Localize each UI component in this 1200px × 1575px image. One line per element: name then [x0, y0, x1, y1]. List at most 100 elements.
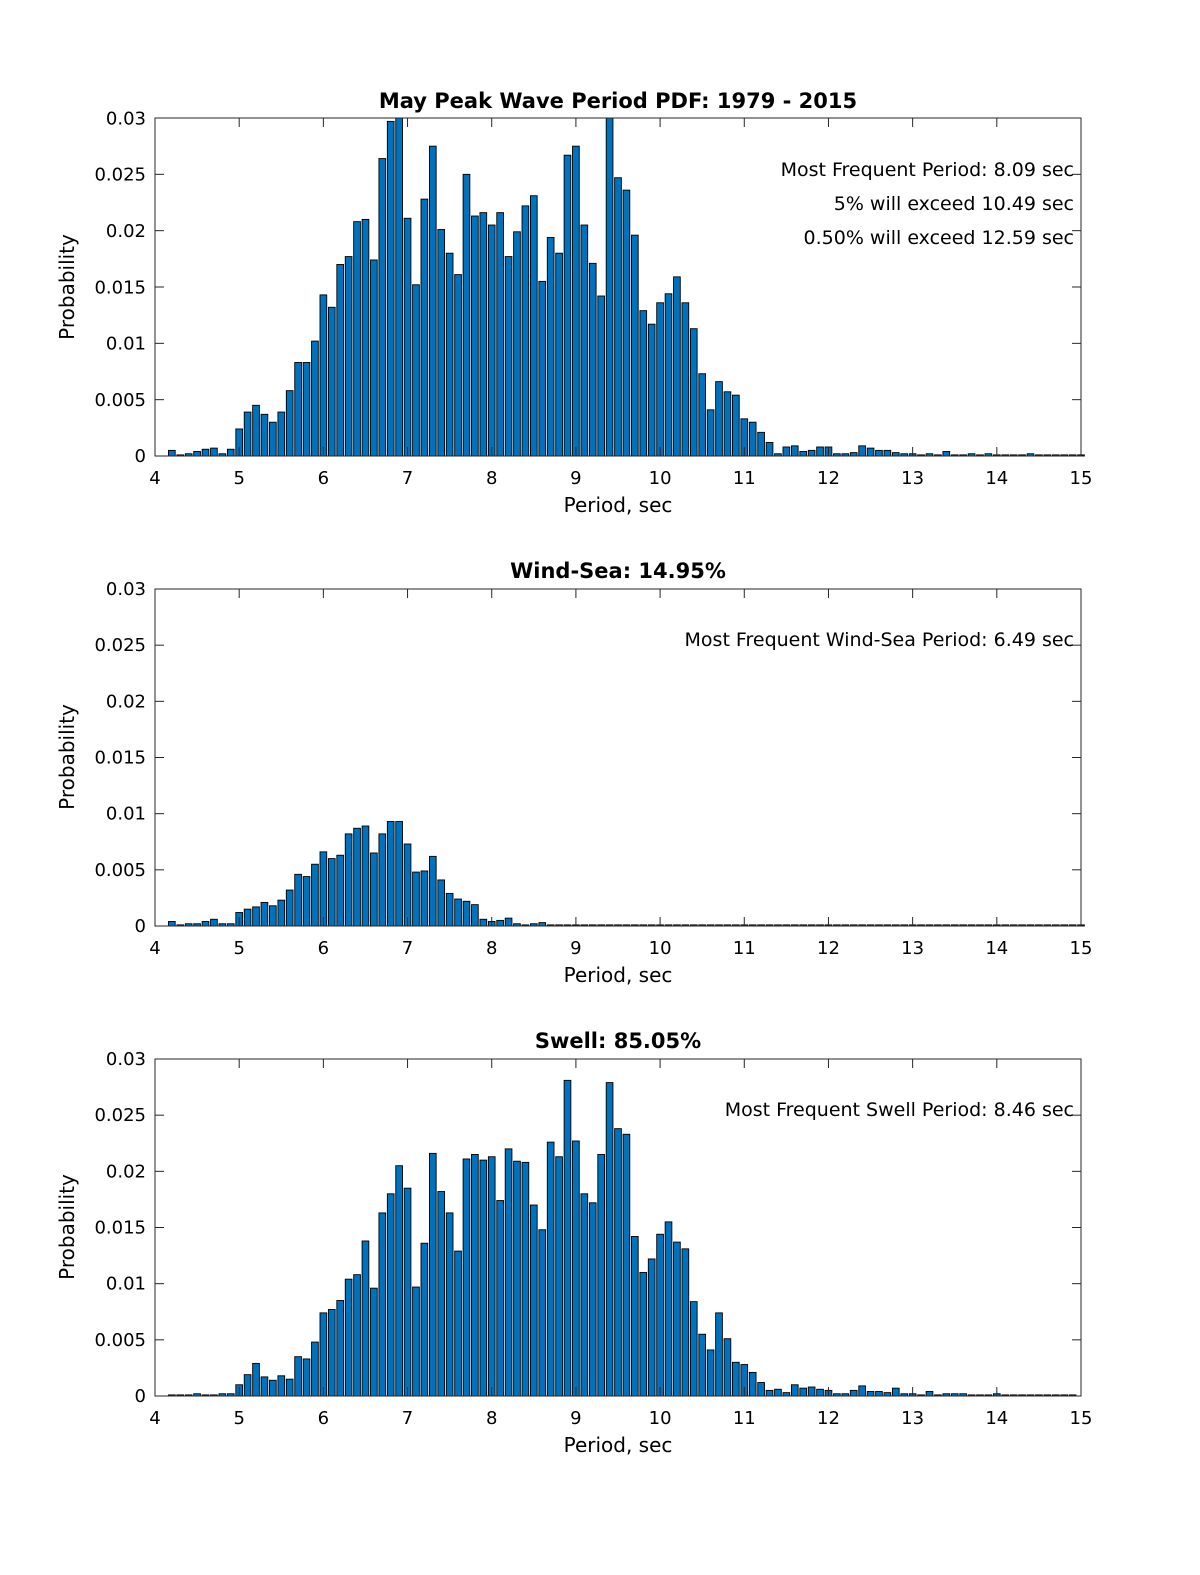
histogram-bar: [243, 411, 252, 457]
histogram-bar: [319, 1312, 328, 1397]
x-tick-labels: 4 5 6 7 8 9 10 11 12 13 14 15: [149, 938, 1092, 959]
histogram-bar: [353, 221, 361, 457]
histogram-bar: [361, 1240, 370, 1397]
histogram-bar: [412, 284, 420, 457]
histogram-bar: [243, 1374, 252, 1397]
histogram-bar: [689, 328, 698, 457]
bar-series: [168, 821, 1085, 927]
histogram-bar: [395, 821, 403, 927]
histogram-bar: [420, 870, 429, 927]
histogram-bar: [639, 310, 648, 457]
histogram-bar: [193, 451, 201, 457]
x-tick-label: 7: [402, 468, 413, 489]
histogram-bar: [530, 1204, 538, 1397]
histogram-bar: [386, 1193, 395, 1397]
histogram-bar: [319, 851, 328, 927]
histogram-bar: [353, 1274, 361, 1397]
histogram-bar: [631, 1236, 639, 1397]
histogram-bar: [790, 445, 799, 457]
bar-series: [168, 117, 1085, 457]
histogram-bar: [732, 1361, 740, 1397]
histogram-bar: [479, 212, 488, 457]
histogram-bar: [799, 451, 808, 457]
x-tick-label: 8: [486, 468, 497, 489]
x-tick-label: 7: [402, 938, 413, 959]
histogram-bar: [428, 145, 437, 457]
histogram-bar: [269, 905, 277, 927]
y-axis-label: Probability: [55, 1174, 79, 1280]
x-tick-label: 14: [985, 1408, 1008, 1429]
histogram-bar: [370, 1287, 378, 1397]
x-tick-label: 11: [733, 468, 756, 489]
histogram-bar: [799, 1387, 808, 1397]
x-tick-label: 14: [985, 938, 1008, 959]
x-tick-label: 9: [570, 468, 581, 489]
histogram-bar: [252, 906, 260, 927]
histogram-bar: [647, 1258, 656, 1397]
histogram-bar: [471, 1154, 479, 1397]
histogram-bar: [260, 901, 269, 927]
axis-ticks: [154, 588, 1082, 927]
histogram-bar: [757, 431, 765, 457]
x-tick-label: 5: [233, 1408, 244, 1429]
histogram-bar: [816, 1388, 824, 1397]
histogram-bar: [370, 852, 378, 927]
panel-swell: Swell: 85.05% 4 5 6 7 8 9 10 11 12 13 14…: [55, 1029, 1092, 1457]
histogram-bar: [353, 827, 361, 927]
histogram-bar: [344, 256, 353, 457]
histogram-bar: [277, 1375, 286, 1397]
histogram-bar: [260, 413, 269, 457]
histogram-bar: [925, 1391, 934, 1397]
y-tick-label: 0: [135, 916, 146, 937]
x-tick-label: 11: [733, 1408, 756, 1429]
histogram-bar: [327, 858, 336, 927]
histogram-bar: [639, 1271, 648, 1397]
histogram-bar: [866, 447, 875, 457]
histogram-bar: [210, 918, 218, 927]
histogram-bar: [521, 205, 530, 457]
histogram-bar: [462, 900, 471, 927]
histogram-bar: [807, 1386, 816, 1397]
histogram-bar: [891, 452, 900, 457]
histogram-bar: [631, 234, 639, 457]
histogram-bar: [664, 1221, 673, 1397]
histogram-bar: [252, 1362, 260, 1397]
histogram-bar: [311, 1341, 319, 1397]
histogram-bar: [765, 1389, 774, 1397]
x-tick-label: 10: [649, 938, 672, 959]
y-tick-label: 0.02: [106, 691, 146, 712]
histogram-bar: [942, 451, 951, 457]
histogram-bar: [605, 117, 614, 457]
x-axis-label: Period, sec: [564, 1433, 673, 1457]
x-tick-label: 12: [817, 468, 840, 489]
histogram-bar: [858, 1385, 866, 1397]
histogram-bar: [285, 1378, 294, 1397]
histogram-bar: [732, 394, 740, 457]
x-tick-label: 9: [570, 938, 581, 959]
axis-ticks: [154, 117, 1082, 457]
histogram-bar: [782, 446, 791, 457]
x-tick-label: 15: [1070, 468, 1093, 489]
y-tick-label: 0.03: [106, 108, 146, 129]
panel-wind-sea: Wind-Sea: 14.95% 4 5 6 7 8 9 10 11 12 13…: [55, 559, 1092, 987]
x-tick-label: 13: [901, 938, 924, 959]
histogram-bar: [370, 259, 378, 457]
x-tick-label: 6: [318, 1408, 329, 1429]
histogram-bar: [790, 1384, 799, 1397]
histogram-bar: [538, 922, 547, 927]
histogram-bar: [269, 421, 277, 457]
histogram-bar: [748, 1371, 757, 1397]
histogram-bar: [647, 323, 656, 457]
histogram-bar: [437, 229, 446, 457]
x-tick-label: 8: [486, 1408, 497, 1429]
histogram-bar: [580, 224, 589, 457]
y-tick-label: 0.03: [106, 579, 146, 600]
histogram-bar: [412, 871, 420, 927]
histogram-bar: [563, 154, 572, 457]
histogram-bar: [395, 117, 403, 457]
y-tick-label: 0.025: [94, 635, 146, 656]
histogram-bar: [572, 145, 580, 457]
y-tick-labels: 0 0.005 0.01 0.015 0.02 0.025 0.03: [94, 108, 146, 467]
y-tick-label: 0: [135, 1386, 146, 1407]
y-tick-label: 0: [135, 446, 146, 467]
